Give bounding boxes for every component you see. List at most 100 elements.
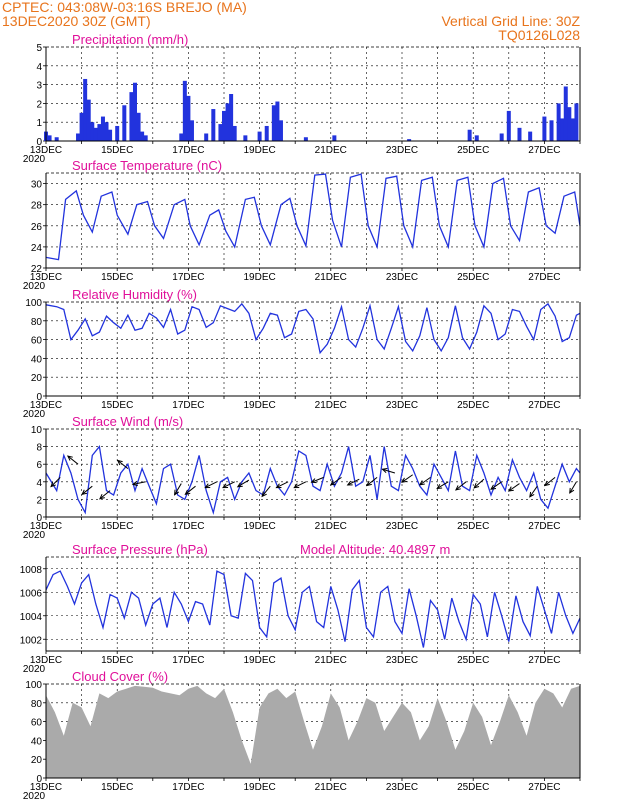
wind-arrow-shaft	[205, 481, 218, 489]
temp-title: Surface Temperature (nC)	[72, 158, 222, 173]
wind-arrow	[507, 483, 520, 492]
wind-arrow	[381, 467, 396, 474]
precip-bar	[574, 103, 579, 141]
wind-arrow-shaft	[569, 481, 577, 494]
precip-bar	[218, 124, 223, 141]
precip-bar	[182, 80, 187, 141]
wind-arrow-shaft	[132, 481, 146, 485]
precip-bar	[115, 125, 120, 141]
precip-bar	[90, 122, 95, 141]
wind-arrow-head	[544, 480, 550, 487]
wind-arrow-shaft	[544, 477, 556, 486]
precip-bar	[517, 127, 522, 141]
pressure-panel: Surface Pressure (hPa) Model Altitude: 40…	[20, 542, 581, 675]
wind-arrow	[204, 481, 218, 489]
precip-ytick-label: 1	[36, 118, 42, 129]
wind-arrow	[184, 485, 196, 496]
precip-bar	[189, 120, 194, 141]
cloud-xtick-label: 17DEC	[172, 782, 204, 793]
pressure-ytick-label: 1004	[20, 612, 43, 623]
wind-arrow-head	[569, 487, 575, 494]
temp-xtick-label: 23DEC	[386, 272, 418, 283]
precip-bar	[467, 129, 472, 141]
precip-bar	[257, 131, 262, 141]
wind-xtick-label: 23DEC	[386, 521, 418, 532]
cloud-title: Cloud Cover (%)	[72, 669, 168, 684]
temp-xtick-label: 25DEC	[457, 272, 489, 283]
wind-arrow	[261, 485, 271, 498]
precip-bar	[528, 131, 533, 141]
pressure-xtick-label: 25DEC	[457, 655, 489, 666]
wind-arrow-head	[366, 480, 372, 487]
wind-arrow	[418, 476, 431, 486]
precip-bar	[179, 133, 184, 141]
wind-arrow-shaft	[366, 477, 378, 486]
humidity-title: Relative Humidity (%)	[72, 287, 197, 302]
temp-ytick-label: 30	[31, 180, 43, 191]
humidity-xtick-label: 15DEC	[101, 400, 133, 411]
precip-bar	[204, 133, 209, 141]
wind-arrow	[81, 485, 93, 496]
precip-bar	[243, 135, 248, 141]
precip-bar	[264, 125, 269, 141]
wind-arrow-shaft	[455, 481, 467, 491]
precip-bar	[143, 135, 148, 141]
humidity-xtick-label: 21DEC	[315, 400, 347, 411]
wind-arrow-head	[293, 483, 300, 489]
wind-arrow-shaft	[50, 477, 61, 487]
precip-ytick-label: 2	[36, 99, 42, 110]
wind-arrow	[66, 455, 79, 465]
precip-bar	[100, 116, 105, 141]
wind-arrow-head	[50, 481, 56, 488]
wind-arrow	[116, 459, 129, 469]
wind-arrow	[436, 481, 449, 490]
temp-year-label: 2020	[23, 281, 46, 292]
precip-ytick-label: 0	[36, 137, 42, 148]
wind-arrow-shaft	[473, 478, 485, 489]
pressure-annotation: Model Altitude: 40.4897 m	[300, 542, 450, 557]
wind-arrow	[131, 480, 146, 487]
wind-arrow-head	[381, 467, 388, 474]
precip-xtick-label: 13DEC	[30, 145, 62, 156]
wind-arrow	[544, 477, 556, 487]
wind-arrow-shaft	[117, 460, 129, 469]
wind-arrow	[366, 477, 378, 487]
precip-bar	[225, 103, 230, 141]
run-date-header: 13DEC2020 30Z (GMT)	[2, 13, 151, 29]
temp-xtick-label: 19DEC	[243, 272, 275, 283]
precip-bar	[54, 137, 59, 141]
precip-bar	[211, 109, 216, 141]
humidity-panel: Relative Humidity (%) 0 20 40 60 80 100 13DEC 15…	[23, 287, 581, 420]
humidity-xtick-label: 25DEC	[457, 400, 489, 411]
precip-title: Precipitation (mm/h)	[72, 32, 188, 47]
wind-panel: Surface Wind (m/s) 0 2 4 6 8 10 13DEC 15DEC 17DEC…	[23, 414, 581, 541]
wind-xtick-label: 13DEC	[30, 521, 62, 532]
precip-bar	[79, 112, 84, 141]
wind-arrow-head	[66, 455, 73, 461]
precip-year-label: 2020	[23, 154, 46, 165]
precip-xtick-label: 23DEC	[386, 145, 418, 156]
temp-xtick-label: 13DEC	[30, 272, 62, 283]
humidity-ytick-label: 100	[25, 298, 42, 309]
cloud-area	[46, 685, 580, 778]
temp-series-line	[45, 173, 581, 261]
pressure-xtick-label: 13DEC	[30, 655, 62, 666]
cloud-xtick-label: 19DEC	[243, 782, 275, 793]
wind-arrow-head	[81, 489, 88, 496]
wind-arrow-shaft	[508, 483, 520, 492]
precip-bar	[104, 122, 109, 141]
precip-bar	[229, 94, 234, 141]
precip-xtick-label: 25DEC	[457, 145, 489, 156]
precip-xtick-label: 27DEC	[528, 145, 560, 156]
pressure-xtick-label: 21DEC	[315, 655, 347, 666]
humidity-xtick-label: 19DEC	[243, 400, 275, 411]
precip-bar	[542, 116, 547, 141]
wind-arrow	[529, 485, 538, 498]
precip-xtick-label: 21DEC	[315, 145, 347, 156]
wind-xtick-label: 15DEC	[101, 521, 133, 532]
wind-arrow-shaft	[67, 455, 79, 465]
wind-arrow-head	[455, 485, 461, 491]
pressure-year-label: 2020	[23, 664, 46, 675]
wind-arrow-shaft	[529, 485, 538, 498]
pressure-xtick-label: 19DEC	[243, 655, 275, 666]
